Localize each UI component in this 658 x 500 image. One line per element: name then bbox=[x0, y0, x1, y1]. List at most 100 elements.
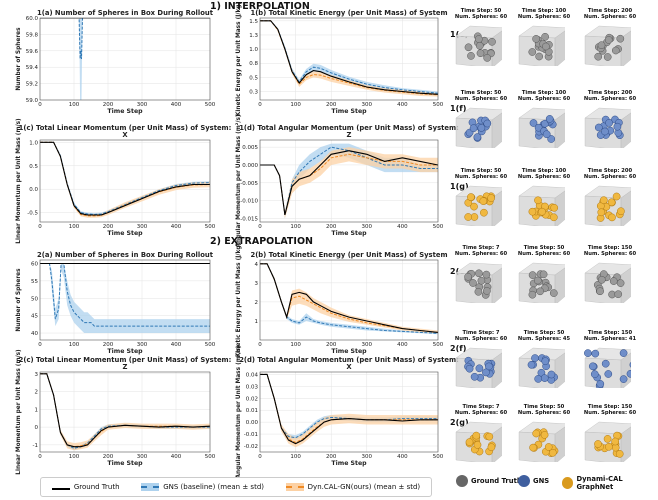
sphere bbox=[473, 133, 482, 141]
chart-2a-xtick: 100 bbox=[69, 342, 80, 348]
sphere bbox=[529, 443, 537, 452]
chart-1c-ytick: 0.5 bbox=[29, 164, 38, 170]
chart-1b-xtick: 0 bbox=[258, 102, 262, 108]
chart-2c-ytick: 3 bbox=[35, 372, 39, 378]
sphere bbox=[591, 349, 600, 358]
chart-2a-ytick: 50 bbox=[31, 296, 38, 302]
sphere bbox=[599, 196, 608, 205]
chart-1b-ytick: 0.5 bbox=[249, 75, 258, 81]
chart-1d-xtick: 500 bbox=[433, 224, 444, 230]
chart-2d-title: 2(d) Total Angular Momentum (per Unit Ma… bbox=[239, 356, 459, 364]
chart-1d-ytick: -0.010 bbox=[240, 199, 258, 205]
chart-2d-ytick: -0.01 bbox=[244, 432, 258, 438]
sphere bbox=[469, 124, 478, 133]
chart-1d-line-gt bbox=[260, 150, 438, 216]
render-caption: Time Step: 100 Num. Spheres: 60 bbox=[517, 90, 571, 102]
chart-1a-xtick: 300 bbox=[137, 102, 148, 108]
chart-1c-band-dyn bbox=[40, 142, 210, 218]
chart-2d-xlabel: Time Step bbox=[331, 460, 367, 467]
chart-1b-ytick: 1.3 bbox=[249, 33, 258, 39]
chart-1b-xtick: 400 bbox=[397, 102, 408, 108]
chart-1b-frame bbox=[259, 17, 439, 101]
sphere-render-gns bbox=[584, 107, 631, 148]
render-caption: Time Step: 50 Num. Spheres: 45 bbox=[517, 330, 571, 342]
sphere bbox=[475, 41, 484, 50]
sphere bbox=[611, 437, 620, 446]
chart-1d-xtick: 400 bbox=[397, 224, 408, 230]
chart-2c-ytick: 0 bbox=[35, 425, 39, 431]
sphere bbox=[531, 354, 539, 362]
chart-2a-ytick: 45 bbox=[31, 314, 38, 320]
sphere bbox=[528, 290, 537, 299]
chart-2d-ytick: 0.03 bbox=[246, 384, 259, 390]
sphere bbox=[541, 357, 550, 366]
sphere bbox=[479, 197, 488, 205]
chart-2b-xtick: 100 bbox=[290, 342, 301, 348]
sphere bbox=[470, 202, 478, 211]
sphere-render-gt bbox=[455, 25, 502, 66]
chart-1b-ytick: 0.3 bbox=[249, 90, 258, 96]
sphere-render-gns bbox=[518, 107, 565, 148]
sphere bbox=[613, 122, 622, 131]
sphere-render-gns bbox=[584, 347, 631, 388]
chart-1b-xtick: 200 bbox=[326, 102, 337, 108]
sphere bbox=[475, 364, 484, 373]
sphere bbox=[465, 364, 474, 373]
chart-2d-ytick: 0.00 bbox=[246, 420, 259, 426]
chart-2c-ylabel: Linear Momentum per Unit Mass (m/s) bbox=[16, 349, 22, 475]
sphere bbox=[609, 277, 618, 285]
sphere bbox=[536, 287, 544, 296]
chart-1d-line-gns bbox=[260, 146, 438, 216]
chart-1c-xtick: 0 bbox=[38, 224, 42, 230]
sphere bbox=[615, 450, 624, 458]
chart-1c-line-gt bbox=[40, 141, 210, 216]
render-caption: Time Step: 100 Num. Spheres: 60 bbox=[517, 168, 571, 180]
chart-legend: Ground Truth GNS (baseline) (mean ± std)… bbox=[40, 477, 432, 497]
chart-2d-ylabel: Angular Momentum per Unit Mass (m²/s) bbox=[235, 345, 242, 478]
chart-2d-ytick: 0.02 bbox=[246, 396, 258, 402]
sphere bbox=[472, 431, 481, 440]
chart-1c-ytick: 0.0 bbox=[29, 187, 38, 193]
chart-2b-ytick: 2 bbox=[255, 300, 259, 306]
chart-2d-band-gns bbox=[260, 374, 438, 441]
sphere bbox=[619, 349, 628, 357]
chart-2c-line-gns bbox=[40, 373, 210, 449]
chart-1c-xlabel: Time Step bbox=[107, 230, 143, 237]
sphere-render-gt bbox=[518, 25, 565, 66]
render-caption: Time Step: 7 Num. Spheres: 60 bbox=[454, 330, 508, 342]
sphere bbox=[584, 349, 592, 357]
chart-1a-ytick: 59.4 bbox=[26, 65, 39, 71]
chart-1b-xtick: 500 bbox=[433, 102, 444, 108]
sphere bbox=[528, 271, 537, 279]
sphere bbox=[547, 135, 556, 143]
sphere bbox=[540, 374, 549, 382]
chart-2c-xtick: 400 bbox=[171, 454, 182, 460]
chart-1a-xlabel: Time Step bbox=[107, 108, 143, 115]
sphere bbox=[616, 34, 625, 43]
sphere bbox=[605, 119, 613, 127]
sphere-render-dyn bbox=[518, 185, 565, 226]
sphere bbox=[549, 289, 558, 297]
chart-2b-ylabel: Kinetic Energy per Unit Mass (J/kg) bbox=[236, 242, 242, 357]
chart-1d-xlabel: Time Step bbox=[331, 230, 367, 237]
chart-1c-xtick: 200 bbox=[103, 224, 114, 230]
sphere bbox=[548, 448, 557, 457]
chart-1c-xtick: 400 bbox=[171, 224, 182, 230]
sphere bbox=[464, 43, 473, 52]
sphere bbox=[607, 198, 616, 207]
chart-1c-xtick: 500 bbox=[205, 224, 216, 230]
sphere bbox=[487, 194, 495, 202]
sphere bbox=[527, 360, 536, 369]
chart-2d-ytick: 0.01 bbox=[246, 408, 258, 414]
sphere-render-dyn bbox=[584, 185, 631, 226]
chart-2d-xtick: 400 bbox=[397, 454, 408, 460]
sphere-render-dyn bbox=[455, 421, 502, 462]
chart-1b-ytick: 1.5 bbox=[249, 19, 258, 25]
sphere bbox=[477, 124, 486, 132]
chart-2a-title: 2(a) Number of Spheres in Box During Rol… bbox=[37, 251, 214, 259]
sphere bbox=[597, 208, 606, 217]
chart-2d-xtick: 300 bbox=[362, 454, 373, 460]
sphere bbox=[483, 119, 492, 128]
chart-1d-ytick: -0.005 bbox=[240, 181, 258, 187]
chart-1b-xlabel: Time Step bbox=[331, 108, 367, 115]
